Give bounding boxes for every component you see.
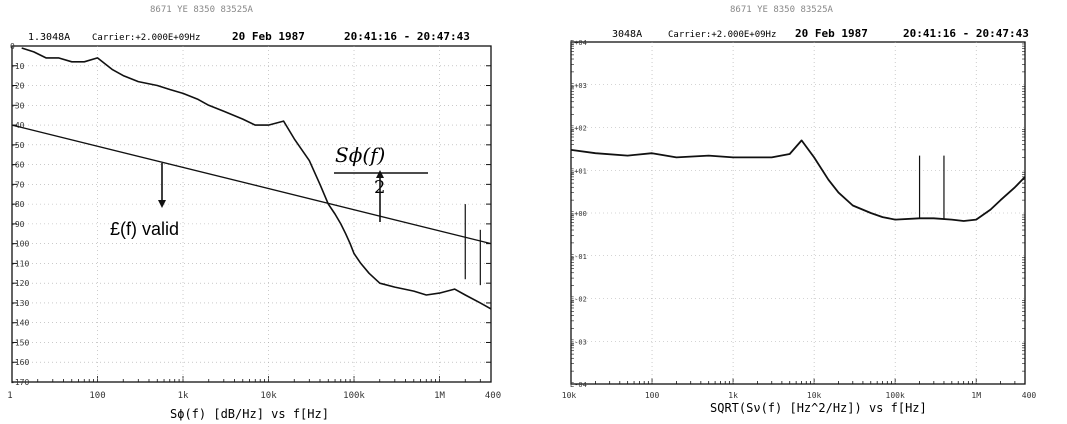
left-y-tick-label: -30 [10, 101, 25, 110]
left-top-label: 8671 YE 8350 83525A [150, 5, 254, 15]
left-x-tick-label: 10k [260, 391, 277, 401]
left-header-left: 1.3048A [28, 32, 70, 43]
left-y-tick-label: -20 [10, 82, 25, 91]
left-x-axis-label: Sϕ(f) [dB/Hz] vs f[Hz] [170, 407, 329, 421]
right-x-tick-label: 100 [645, 391, 660, 400]
right-y-tick-label: E-03 [570, 338, 587, 346]
left-y-tick-label: -100 [10, 240, 29, 249]
right-y-tick-label: E+00 [570, 210, 587, 218]
left-y-tick-label: -110 [10, 259, 29, 268]
right-y-tick-label: E+01 [570, 167, 587, 175]
right-y-tick-label: E-01 [570, 253, 587, 261]
right-header-date: 20 Feb 1987 [795, 27, 868, 40]
left-y-tick-label: -140 [10, 319, 29, 328]
left-chart: 8671 YE 8350 83525A 1.3048A Carrier:+2.0… [7, 5, 501, 421]
left-plot-frame [11, 45, 492, 383]
right-x-tick-label: 400 [1022, 391, 1037, 400]
left-arrow-up-head [376, 170, 384, 178]
left-noise-trace [21, 47, 492, 310]
right-header-left: 3048A [612, 29, 642, 40]
left-x-tick-label: 100k [343, 391, 365, 401]
left-x-tick-label: 1M [434, 391, 445, 401]
left-header-carrier: Carrier:+2.000E+09Hz [92, 33, 200, 43]
left-header-date: 20 Feb 1987 [232, 30, 305, 43]
left-y-tick-label: -170 [10, 378, 29, 387]
left-y-tick-label: 0 [10, 42, 15, 51]
right-x-tick-label: 1k [728, 391, 738, 400]
left-annotation-valid: £(f) valid [110, 219, 179, 239]
left-y-tick-label: -90 [10, 220, 25, 229]
left-y-tick-label: -150 [10, 338, 29, 347]
right-top-label: 8671 YE 8350 83525A [730, 5, 834, 15]
left-y-tick-label: -60 [10, 161, 25, 170]
right-header-time: 20:41:16 - 20:47:43 [903, 27, 1029, 40]
right-header-carrier: Carrier:+2.000E+09Hz [668, 30, 776, 40]
left-y-tick-label: -80 [10, 200, 25, 209]
right-x-tick-label: 10k [807, 391, 822, 400]
left-x-tick-label: 400 [485, 391, 501, 401]
right-x-axis-label: SQRT(Sν(f) [Hz^2/Hz]) vs f[Hz] [710, 401, 927, 415]
left-y-tick-label: -160 [10, 358, 29, 367]
left-y-tick-label: -70 [10, 180, 25, 189]
left-y-tick-label: -130 [10, 299, 29, 308]
right-x-tick-label: 1M [971, 391, 981, 400]
left-x-tick-label: 1 [7, 391, 12, 401]
left-header-time: 20:41:16 - 20:47:43 [344, 30, 470, 43]
left-x-tick-label: 1k [178, 391, 189, 401]
right-noise-trace [570, 139, 1026, 222]
right-y-tick-label: E+03 [570, 82, 587, 90]
right-y-tick-label: E+02 [570, 125, 587, 133]
right-y-tick-label: E-04 [570, 381, 587, 389]
left-y-tick-label: -120 [10, 279, 29, 288]
left-y-tick-label: -50 [10, 141, 25, 150]
right-x-tick-label: 100k [886, 391, 905, 400]
left-y-tick-label: -40 [10, 121, 25, 130]
left-limit-line [11, 124, 492, 245]
right-y-tick-label: E-02 [570, 296, 587, 304]
right-chart: 8671 YE 8350 83525A 3048A Carrier:+2.000… [562, 5, 1037, 415]
left-y-tick-label: -10 [10, 62, 25, 71]
right-x-tick-label: 10k [562, 391, 577, 400]
left-x-tick-label: 100 [89, 391, 105, 401]
left-annotation-numerator: Sϕ(f) [335, 143, 385, 167]
right-y-tick-label: E+04 [570, 39, 587, 47]
left-arrow-down-head [158, 200, 166, 208]
